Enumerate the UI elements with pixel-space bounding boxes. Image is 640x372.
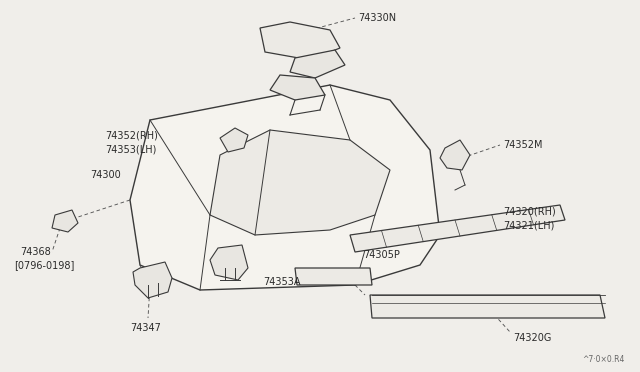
- Text: [0796-0198]: [0796-0198]: [14, 260, 74, 270]
- Polygon shape: [52, 210, 78, 232]
- Polygon shape: [295, 268, 372, 285]
- Polygon shape: [350, 205, 565, 252]
- Polygon shape: [220, 128, 248, 152]
- Polygon shape: [440, 140, 470, 170]
- Polygon shape: [290, 50, 345, 78]
- Bar: [560, 302, 592, 312]
- Text: 74300: 74300: [90, 170, 121, 180]
- Text: ^7·0×0.R4: ^7·0×0.R4: [582, 355, 625, 364]
- Text: 74320(RH): 74320(RH): [503, 207, 556, 217]
- Polygon shape: [210, 245, 248, 280]
- Text: 74352(RH): 74352(RH): [105, 130, 158, 140]
- Polygon shape: [130, 85, 440, 290]
- Polygon shape: [270, 75, 325, 100]
- Bar: [510, 302, 542, 312]
- Text: 74353(LH): 74353(LH): [105, 145, 156, 155]
- Bar: [450, 302, 482, 312]
- Text: 74347: 74347: [130, 323, 161, 333]
- Text: 74352M: 74352M: [503, 140, 543, 150]
- Bar: [295, 273, 303, 278]
- Text: 74330N: 74330N: [358, 13, 396, 23]
- Text: 74368: 74368: [20, 247, 51, 257]
- Text: 74305P: 74305P: [363, 250, 400, 260]
- Polygon shape: [210, 130, 390, 235]
- Text: 74321(LH): 74321(LH): [503, 221, 554, 231]
- Text: 74320G: 74320G: [513, 333, 552, 343]
- Polygon shape: [133, 262, 172, 298]
- Bar: [310, 241, 320, 248]
- Text: 74353A: 74353A: [263, 277, 301, 287]
- Polygon shape: [370, 295, 605, 318]
- Bar: [400, 302, 432, 312]
- Polygon shape: [260, 22, 340, 60]
